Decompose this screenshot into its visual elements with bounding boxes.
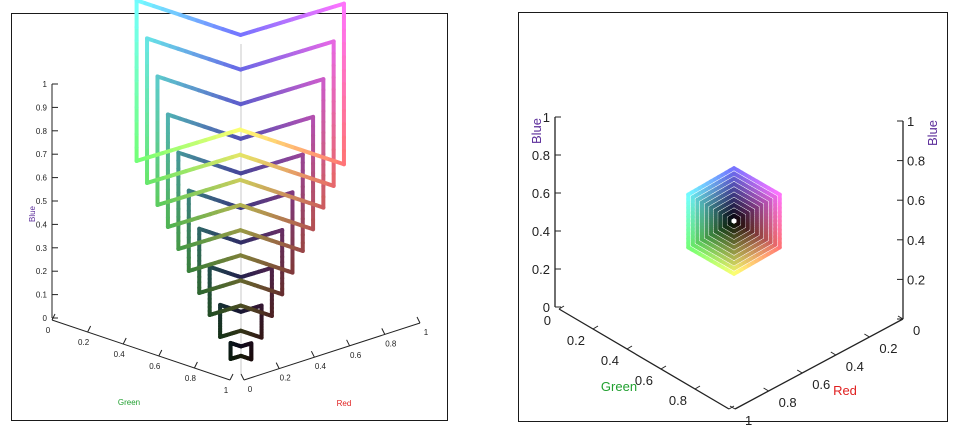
left-green-tick-label: 0	[46, 326, 51, 335]
right-blue-axis-label-right: Blue	[925, 120, 940, 146]
right-blue-tick-label-left: 0.8	[532, 148, 550, 163]
right-green-tick-mark	[728, 405, 735, 410]
right-blue-tick-label-left: 0	[543, 300, 550, 315]
left-red-tick-label: 1	[424, 328, 429, 337]
right-blue-tick-label-right: 0.8	[907, 154, 925, 169]
left-blue-tick-label: 0.7	[36, 150, 48, 159]
left-red-axis	[243, 322, 421, 381]
chart-right-panel: 0 0.2 0.2 0.4 0.4 0.6 0.6 0.8 0.8 1 1 0 0.2 0.4 0.6 0.8…	[518, 12, 948, 428]
right-red-tick-mark	[830, 351, 837, 356]
left-red-tick-mark	[310, 350, 315, 358]
left-red-axis-label: Red	[337, 399, 352, 408]
left-green-tick-label: 0.8	[185, 374, 197, 383]
right-red-axis	[734, 318, 904, 410]
right-blue-tick-label-left: 0.6	[532, 186, 550, 201]
left-green-tick-label: 0.4	[114, 350, 126, 359]
left-green-tick-label: 0.2	[78, 338, 90, 347]
left-red-tick-label: 0.2	[280, 374, 292, 383]
right-green-tick-mark	[660, 365, 667, 370]
right-red-tick-mark	[729, 405, 736, 410]
left-red-tick-mark	[416, 316, 421, 324]
left-blue-tick-label: 1	[43, 80, 48, 89]
left-blue-tick-label: 0	[43, 314, 48, 323]
left-red-tick-label: 0.4	[315, 362, 327, 371]
chart-right-svg: 0 0.2 0.2 0.4 0.4 0.6 0.6 0.8 0.8 1 1 0 0.2 0.4 0.6 0.8…	[529, 110, 940, 428]
left-blue-tick-label: 0.2	[36, 267, 48, 276]
left-green-tick-mark	[122, 337, 127, 345]
right-green-tick-mark	[694, 385, 701, 390]
right-red-tick-mark	[796, 369, 803, 374]
chart-left-svg: 0 0.1 0.2 0.3 0.4 0.5 0.6 0.7 0.8 0.9 1 0 0.2 0.4 0.6 0…	[28, 0, 429, 408]
left-red-tick-mark	[381, 328, 386, 335]
right-red-tick-label: 1	[745, 413, 752, 428]
right-green-axis	[558, 308, 730, 410]
left-blue-tick-label: 0.5	[36, 197, 48, 206]
right-red-tick-label: 0.8	[779, 395, 797, 410]
right-blue-tick-label-left: 0.4	[532, 224, 550, 239]
left-green-tick-mark	[51, 313, 56, 321]
left-red-tick-mark	[240, 373, 245, 381]
left-red-tick-label: 0.6	[350, 351, 362, 360]
right-red-axis-label: Red	[833, 383, 857, 398]
left-green-tick-mark	[158, 349, 163, 357]
left-green-tick-mark	[87, 325, 92, 333]
left-green-tick-mark	[229, 373, 234, 381]
left-red-tick-mark	[275, 362, 280, 369]
right-red-tick-mark	[897, 315, 904, 320]
right-blue-tick-label-right: 1	[907, 114, 914, 129]
left-blue-tick-label: 0.3	[36, 244, 48, 253]
right-red-tick-label: 0.4	[846, 359, 864, 374]
left-blue-tick-label: 0.9	[36, 103, 48, 112]
right-red-tick-label: 0	[913, 323, 920, 338]
right-green-axis-label: Green	[601, 379, 637, 394]
right-green-tick-label: 0.4	[601, 353, 619, 368]
right-blue-axis-label-left: Blue	[529, 118, 544, 144]
right-blue-tick-label-left: 1	[543, 110, 550, 125]
right-blue-tick-label-right: 0.2	[907, 272, 925, 287]
left-red-tick-label: 0	[248, 385, 253, 394]
left-blue-tick-label: 0.1	[36, 291, 48, 300]
left-red-tick-mark	[346, 339, 351, 347]
left-green-tick-label: 0.6	[149, 362, 161, 371]
right-green-tick-label: 0.6	[635, 373, 653, 388]
right-green-tick-label: 0	[544, 313, 551, 328]
right-blue-tick-label-right: 0.4	[907, 233, 925, 248]
left-red-tick-label: 0.8	[385, 339, 397, 348]
right-red-tick-mark	[864, 333, 870, 338]
left-blue-tick-label: 0.4	[36, 220, 48, 229]
left-green-tick-mark	[193, 361, 198, 369]
right-green-tick-mark	[592, 325, 599, 330]
right-blue-tick-label-left: 0.2	[532, 262, 550, 277]
right-red-tick-label: 0.2	[879, 341, 897, 356]
right-blue-tick-label-right: 0.6	[907, 193, 925, 208]
right-green-tick-label: 0.8	[669, 393, 687, 408]
left-blue-tick-label: 0.8	[36, 127, 48, 136]
right-red-tick-mark	[763, 387, 769, 392]
left-blue-tick-label: 0.6	[36, 174, 48, 183]
left-green-axis-label: Green	[118, 398, 140, 407]
left-blue-axis-label: Blue	[28, 205, 37, 222]
right-green-tick-mark	[626, 345, 633, 350]
right-green-tick-mark	[558, 305, 565, 310]
right-red-tick-label: 0.6	[812, 377, 830, 392]
left-green-axis	[51, 319, 231, 381]
left-green-tick-label: 1	[224, 386, 229, 395]
right-green-tick-label: 0.2	[567, 333, 585, 348]
chart-left-panel: 0 0.1 0.2 0.3 0.4 0.5 0.6 0.7 0.8 0.9 1 0 0.2 0.4 0.6 0…	[11, 0, 448, 421]
